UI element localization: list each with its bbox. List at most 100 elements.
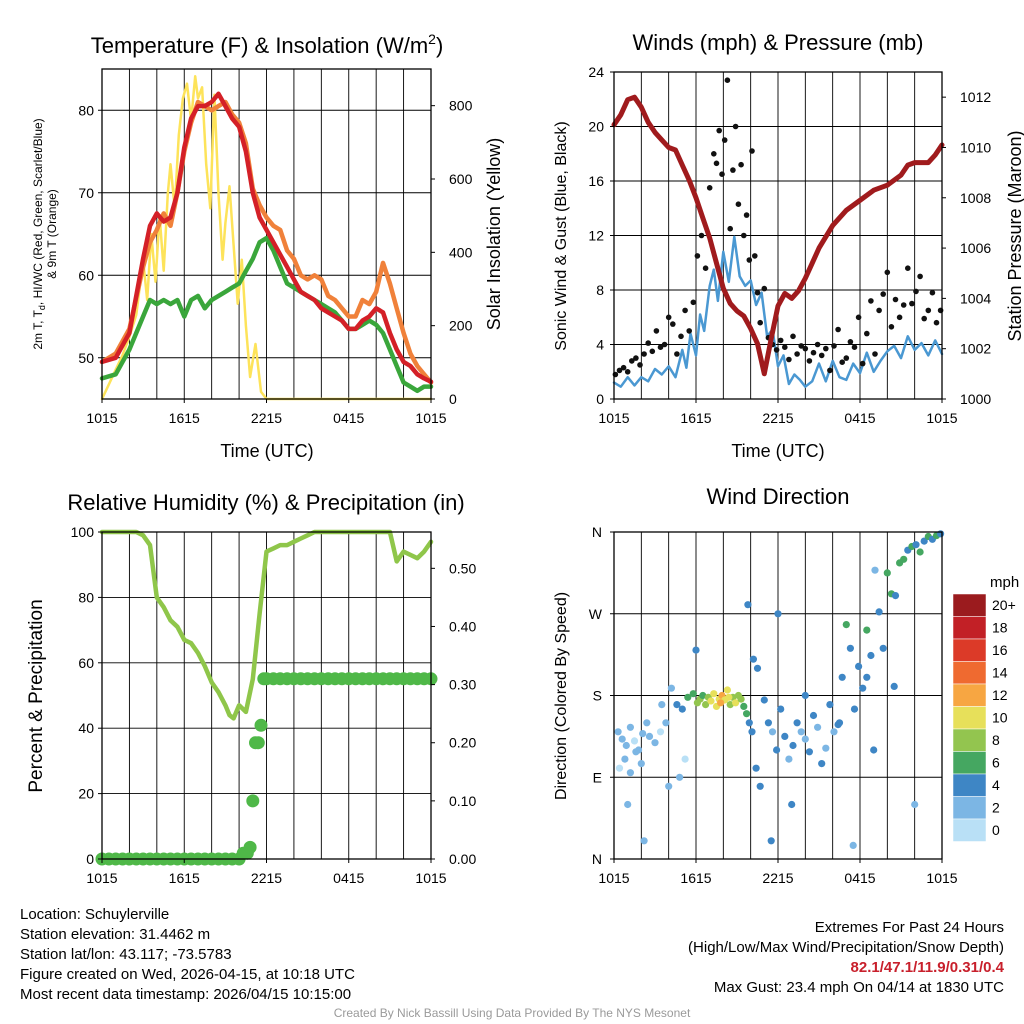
direction-point <box>658 701 666 709</box>
credit-text: Created By Nick Bassill Using Data Provi… <box>333 1006 691 1020</box>
gust-point <box>678 333 684 340</box>
direction-point <box>748 728 756 736</box>
precip-point <box>254 718 268 732</box>
direction-point <box>662 719 670 727</box>
direction-point <box>891 592 900 600</box>
legend-label: 20+ <box>992 597 1016 613</box>
pressure-y-ticks: 1000 1002 1004 1006 1008 1010 1012 <box>942 89 991 407</box>
gust-point <box>711 151 717 157</box>
y2-tick-label: 0.10 <box>449 793 476 809</box>
gust-point <box>794 351 800 357</box>
direction-point <box>900 555 908 563</box>
direction-point <box>749 655 758 663</box>
direction-point <box>797 728 805 736</box>
gust-point <box>702 265 709 272</box>
direction-point <box>793 719 801 727</box>
direction-point <box>624 800 632 809</box>
legend-swatch <box>952 616 987 640</box>
direction-point <box>867 651 875 660</box>
y-tick-label: 0 <box>86 851 94 867</box>
y2-tick-label: 0.30 <box>449 677 476 693</box>
gust-point <box>810 349 817 356</box>
temperature-title: Temperature (F) & Insolation (W/m2) <box>91 31 444 58</box>
y-tick-label: 4 <box>596 337 604 353</box>
dewpoint-line <box>99 235 434 394</box>
gust-point <box>814 341 821 348</box>
gust-point <box>896 314 903 321</box>
gust-point <box>823 345 829 352</box>
winds-panel: Winds (mph) & Pressure (mb) 04812162024 … <box>553 30 1024 461</box>
direction-point <box>890 682 898 691</box>
direction-point <box>684 693 692 701</box>
svg-text:& 9m T (Orange): & 9m T (Orange) <box>45 189 59 279</box>
gust-point <box>637 362 643 368</box>
x-tick-label: 1015 <box>415 410 446 426</box>
direction-point <box>615 764 624 772</box>
gust-point <box>732 123 739 130</box>
gust-point <box>835 326 841 333</box>
pressure-line <box>611 94 945 377</box>
direction-point <box>656 728 665 736</box>
legend-label: 16 <box>992 642 1008 658</box>
precip-point <box>251 736 265 750</box>
winds-xlabel: Time (UTC) <box>731 441 824 461</box>
humidity-grid <box>102 532 431 859</box>
direction-point <box>859 684 867 692</box>
y2-tick-label: 1010 <box>960 139 991 155</box>
gust-point <box>917 273 923 280</box>
gust-point <box>839 359 845 366</box>
wind-direction-ylabel: Direction (Colored By Speed) <box>553 592 570 800</box>
legend-swatch <box>952 661 987 685</box>
legend-label: 12 <box>992 687 1008 703</box>
direction-point <box>702 701 710 709</box>
x-tick-label: 0415 <box>844 870 875 886</box>
y-tick-label: 0 <box>596 391 604 407</box>
y2-tick-label: 1006 <box>960 240 991 256</box>
direction-point <box>651 739 659 747</box>
gust-point <box>798 343 804 349</box>
direction-point <box>871 566 879 574</box>
y-tick-label: 50 <box>78 350 94 366</box>
direction-point <box>717 699 725 707</box>
y-tick-label: 8 <box>596 282 604 298</box>
gust-point <box>761 285 768 292</box>
pressure-ylabel: Station Pressure (Maroon) <box>1005 130 1024 341</box>
direction-point <box>745 719 753 727</box>
y-tick-label: 70 <box>78 185 94 201</box>
direction-point <box>760 696 768 704</box>
direction-point <box>777 705 785 713</box>
legend-swatch <box>952 593 987 617</box>
gust-point <box>868 298 874 304</box>
y2-tick-label: 0.20 <box>449 735 476 751</box>
x-tick-label: 1615 <box>169 870 200 886</box>
y-tick-label: N <box>592 851 602 867</box>
gust-point <box>641 351 647 357</box>
y2-tick-label: 1000 <box>960 391 991 407</box>
legend-swatch <box>952 773 987 797</box>
legend-swatch <box>952 706 987 730</box>
gust-point <box>847 339 854 345</box>
gust-point <box>738 161 744 168</box>
direction-point <box>768 728 777 736</box>
y-tick-label: 24 <box>588 64 604 80</box>
legend-label: 6 <box>992 755 1000 771</box>
gust-point <box>620 364 627 371</box>
legend-label: 8 <box>992 732 1000 748</box>
gust-point <box>735 201 742 207</box>
direction-point <box>764 719 773 727</box>
legend-label: 2 <box>992 800 1000 816</box>
temperature-panel: Temperature (F) & Insolation (W/m2) 50 60… <box>31 31 504 461</box>
direction-point <box>855 662 863 671</box>
direction-point <box>667 684 676 692</box>
y2-tick-label: 1012 <box>960 89 991 105</box>
direction-point <box>689 690 697 698</box>
x-tick-label: 0415 <box>333 410 364 426</box>
y-tick-label: 80 <box>78 102 94 118</box>
humidity-title: Relative Humidity (%) & Precipitation (i… <box>67 490 464 515</box>
gust-point <box>657 344 664 351</box>
precip-point <box>246 794 260 808</box>
gust-point <box>719 171 725 177</box>
extremes-legend: (High/Low/Max Wind/Precipitation/Snow De… <box>688 939 1004 956</box>
y-tick-label: 60 <box>78 655 94 671</box>
x-tick-label: 2215 <box>251 410 282 426</box>
